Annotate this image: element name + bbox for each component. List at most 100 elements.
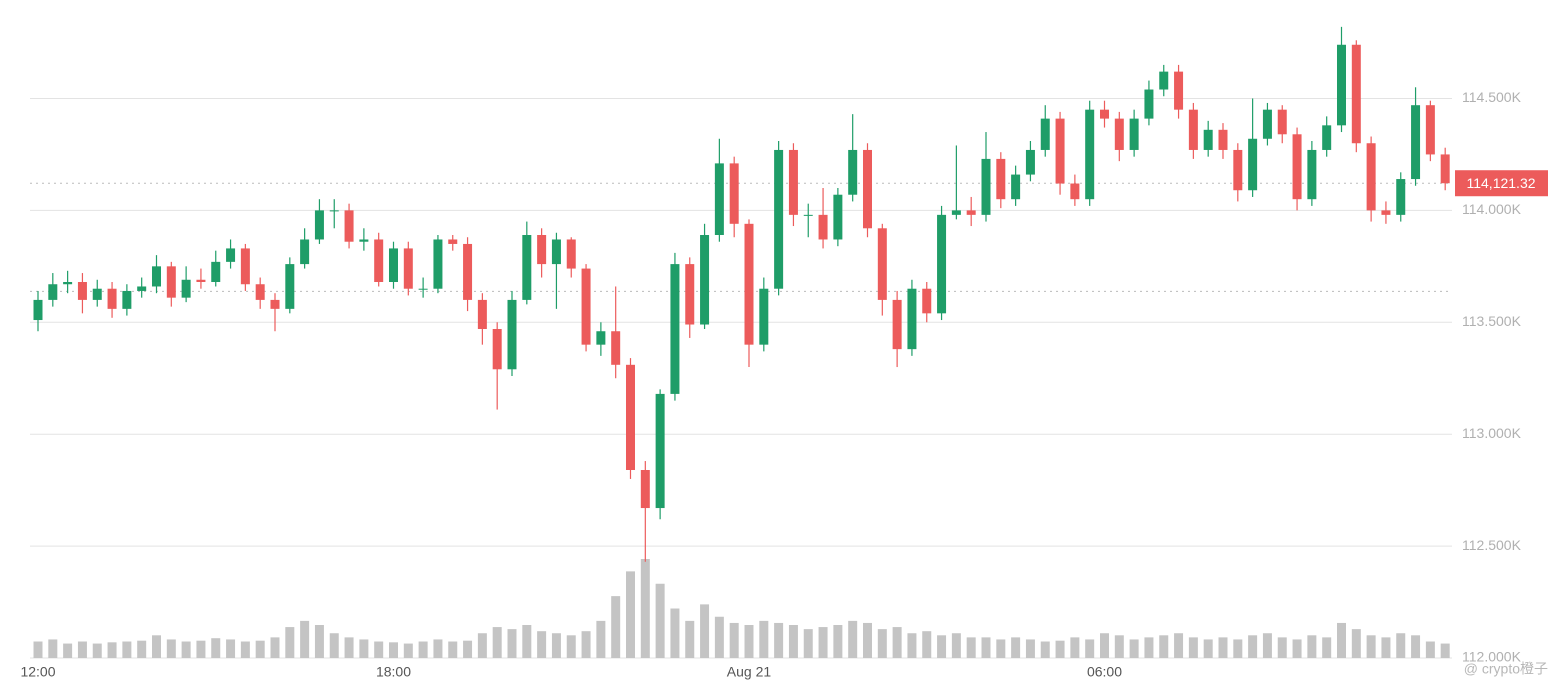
candle-body [744, 223, 754, 345]
volume-bar [744, 625, 754, 658]
volume-bar [1248, 635, 1258, 658]
volume-bar [551, 633, 561, 658]
candle-body [1262, 109, 1272, 139]
candle-body [1055, 118, 1065, 184]
candle-body [1203, 129, 1213, 150]
volume-bar [226, 639, 236, 658]
volume-bar [359, 639, 369, 658]
candle-body [848, 149, 858, 195]
volume-bar [1425, 641, 1435, 658]
volume-bar [966, 637, 976, 658]
candle-body [996, 158, 1006, 200]
volume-bar [1411, 635, 1421, 658]
volume-bar [388, 642, 398, 658]
candle-body [507, 299, 517, 370]
volume-bar [922, 631, 932, 658]
candle-body [403, 248, 413, 289]
candle-body [448, 239, 458, 244]
candle-body [581, 268, 591, 345]
candle-body [774, 149, 784, 289]
volume-bar [137, 640, 147, 658]
volume-bar [803, 629, 813, 658]
candle-body [107, 288, 117, 309]
candle-body [226, 248, 236, 262]
candle-body [300, 239, 310, 265]
volume-bar [1174, 633, 1184, 658]
volume-bar [833, 625, 843, 658]
volume-bar [151, 635, 161, 658]
candle-body [729, 163, 739, 224]
candle-body [1188, 109, 1198, 150]
candle-body [655, 393, 665, 509]
candle-body [833, 194, 843, 240]
candle-body [1233, 149, 1243, 191]
candle-body [477, 299, 487, 329]
volume-bar [700, 604, 710, 658]
volume-bar [611, 596, 621, 658]
candle-body [314, 210, 324, 240]
candle-body [1411, 105, 1421, 180]
candle-body [611, 331, 621, 365]
volume-bar [33, 641, 43, 658]
volume-bar [1218, 637, 1228, 658]
volume-bar [300, 620, 310, 658]
volume-bar [344, 637, 354, 658]
watermark: @ crypto橙子 [1464, 661, 1548, 677]
volume-bar [1292, 639, 1302, 658]
candle-body [1011, 174, 1021, 200]
candle-body [862, 149, 872, 229]
volume-bar [625, 571, 635, 658]
volume-bar [166, 639, 176, 658]
volume-bar [907, 633, 917, 658]
volume-bar [714, 616, 724, 658]
volume-bar [1188, 637, 1198, 658]
candle-body [463, 243, 473, 300]
volume-bar [240, 641, 250, 658]
volume-bar [1070, 637, 1080, 658]
candle-body [92, 288, 102, 300]
candle-body [240, 248, 250, 285]
candle-body [1292, 134, 1302, 200]
y-tick-label: 114.500K [1462, 89, 1522, 105]
volume-bar [1203, 639, 1213, 658]
candle-body [1396, 179, 1406, 215]
volume-bar [981, 637, 991, 658]
candle-body [1248, 138, 1258, 191]
candle-body [1025, 149, 1035, 175]
volume-bar [655, 583, 665, 658]
volume-bar [788, 625, 798, 658]
last-price-label: 114,121.32 [1466, 175, 1535, 191]
candle-body [596, 331, 606, 345]
x-tick-label: 06:00 [1087, 664, 1122, 680]
candle-body [181, 279, 191, 298]
volume-bar [255, 640, 265, 658]
volume-bar [77, 641, 87, 658]
volume-bar [122, 641, 132, 658]
candle-body [1159, 71, 1169, 90]
candle-body [892, 299, 902, 350]
volume-bar [92, 643, 102, 658]
volume-bar [270, 637, 280, 658]
last-price-tag [1455, 170, 1548, 197]
candle-body [122, 290, 132, 309]
volume-bar [1307, 635, 1317, 658]
volume-bar [1351, 629, 1361, 658]
volume-bar [848, 620, 858, 658]
candle-body [522, 235, 532, 300]
volume-bar [463, 640, 473, 658]
volume-bar [507, 629, 517, 658]
volume-bar [329, 633, 339, 658]
candle-body [1070, 183, 1080, 200]
candle-body [759, 288, 769, 345]
volume-bar [937, 635, 947, 658]
candle-body [1218, 129, 1228, 150]
x-tick-label: 18:00 [376, 664, 411, 680]
candle-body [966, 210, 976, 215]
candle-body [433, 239, 443, 289]
candle-body [33, 299, 43, 321]
candle-body [685, 264, 695, 325]
candle-body [1381, 210, 1391, 215]
volume-bar [759, 620, 769, 658]
y-tick-label: 113.000K [1462, 425, 1522, 441]
candle-body [359, 239, 369, 242]
